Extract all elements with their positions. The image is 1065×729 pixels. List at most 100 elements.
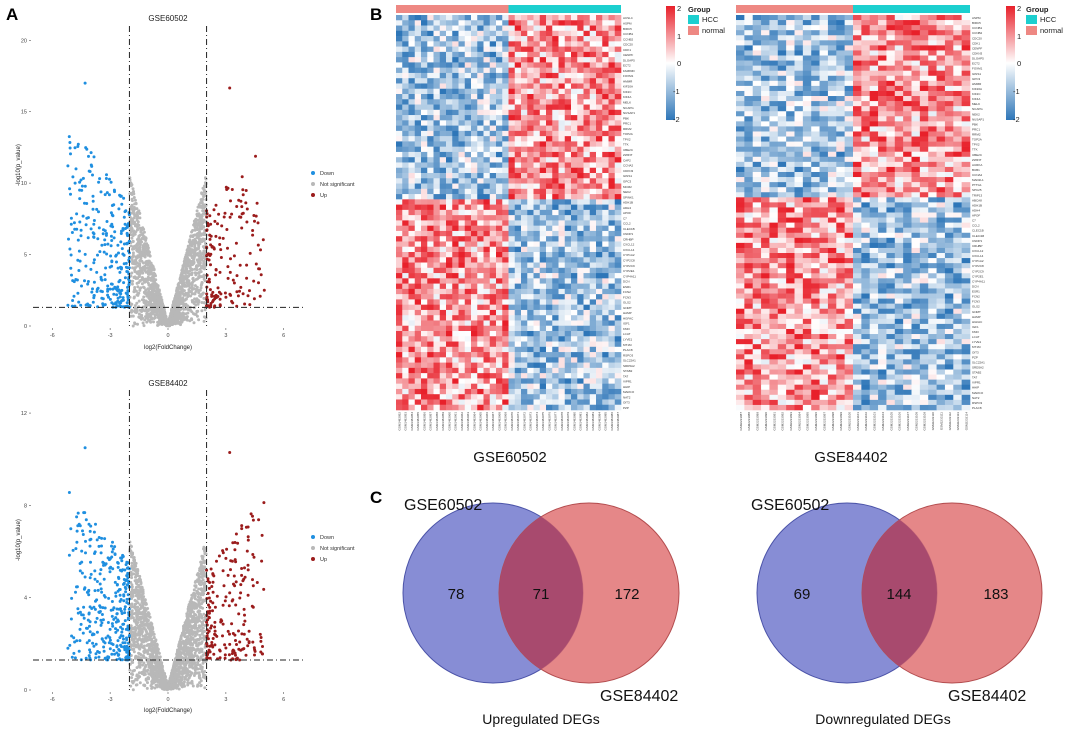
point-down xyxy=(92,644,96,648)
point-down xyxy=(83,184,87,188)
point-not-significant xyxy=(182,651,186,655)
point-not-significant xyxy=(156,302,160,306)
point-up xyxy=(243,613,246,617)
heatmap-cell xyxy=(421,30,428,37)
point-not-significant xyxy=(145,669,149,673)
point-not-significant xyxy=(146,635,150,639)
point-not-significant xyxy=(142,673,146,677)
point-down xyxy=(97,226,101,230)
point-not-significant xyxy=(141,267,145,270)
point-not-significant xyxy=(189,639,192,643)
point-down xyxy=(92,261,96,265)
point-down xyxy=(75,227,79,231)
point-not-significant xyxy=(192,279,195,283)
point-up xyxy=(228,451,232,454)
point-not-significant xyxy=(192,300,196,304)
point-down xyxy=(103,303,107,307)
heatmap-cell xyxy=(414,41,422,47)
point-down xyxy=(100,536,104,540)
point-not-significant xyxy=(136,638,140,642)
heatmap-cell xyxy=(477,36,484,42)
point-not-significant xyxy=(133,275,137,279)
point-not-significant xyxy=(184,312,188,316)
point-down xyxy=(83,575,87,579)
point-down xyxy=(119,598,123,601)
point-not-significant xyxy=(162,672,166,676)
point-not-significant xyxy=(193,594,197,598)
point-down xyxy=(110,282,114,286)
point-up xyxy=(221,236,225,240)
point-down xyxy=(102,594,106,597)
point-up xyxy=(240,632,244,636)
point-up xyxy=(227,604,231,608)
point-up xyxy=(240,226,244,230)
point-up xyxy=(257,267,261,271)
point-up xyxy=(243,575,247,579)
point-down xyxy=(107,193,111,197)
panel-label-b: B xyxy=(370,5,382,24)
point-down xyxy=(83,279,86,283)
heatmap-cell xyxy=(583,36,591,42)
point-up xyxy=(208,605,212,609)
point-not-significant xyxy=(202,612,206,616)
legend-down-marker xyxy=(311,535,315,539)
point-not-significant xyxy=(192,321,196,325)
point-not-significant xyxy=(196,288,200,292)
point-not-significant xyxy=(199,286,203,290)
heatmap-cell xyxy=(439,20,447,26)
point-not-significant xyxy=(143,269,147,272)
point-up xyxy=(211,637,215,640)
point-not-significant xyxy=(132,196,136,199)
point-not-significant xyxy=(153,316,157,319)
point-up xyxy=(256,221,260,225)
point-not-significant xyxy=(143,264,147,268)
point-not-significant xyxy=(158,322,161,326)
point-not-significant xyxy=(132,669,135,673)
point-down xyxy=(68,146,72,150)
point-up xyxy=(234,532,238,536)
point-not-significant xyxy=(177,661,181,665)
heatmap-cell xyxy=(439,30,447,37)
point-up xyxy=(210,585,214,588)
point-down xyxy=(104,177,108,180)
point-up xyxy=(221,603,225,607)
heatmap-cell xyxy=(464,36,472,42)
point-not-significant xyxy=(142,261,145,265)
point-down xyxy=(70,273,73,277)
point-up xyxy=(252,297,256,301)
point-up xyxy=(226,629,230,633)
point-not-significant xyxy=(194,267,198,271)
point-down xyxy=(108,627,112,631)
point-not-significant xyxy=(172,300,176,303)
point-not-significant xyxy=(203,549,206,553)
heatmap-cell xyxy=(452,15,459,21)
point-up xyxy=(252,279,256,283)
legend-ns-marker xyxy=(311,546,315,550)
point-down xyxy=(101,297,105,301)
heatmap-cell xyxy=(489,20,497,26)
x-tick-label: 0 xyxy=(166,333,169,339)
point-down xyxy=(120,630,124,634)
point-down xyxy=(120,202,124,206)
point-not-significant xyxy=(136,276,140,280)
heatmap-cell xyxy=(533,41,541,47)
point-not-significant xyxy=(200,309,204,313)
point-down xyxy=(108,287,112,291)
point-up xyxy=(218,236,222,240)
point-down xyxy=(125,566,129,570)
heatmap-cell xyxy=(596,36,603,42)
point-up xyxy=(218,297,222,301)
point-not-significant xyxy=(181,640,185,644)
point-not-significant xyxy=(130,561,134,565)
point-not-significant xyxy=(166,686,170,690)
point-down xyxy=(69,266,73,270)
heatmap-cell xyxy=(583,41,591,47)
point-not-significant xyxy=(192,251,196,255)
point-down xyxy=(124,590,128,594)
point-up xyxy=(255,581,259,584)
point-up xyxy=(213,219,217,223)
point-down xyxy=(66,303,70,307)
heatmap-cell xyxy=(464,20,472,26)
heatmap-cell xyxy=(577,36,584,42)
point-not-significant xyxy=(199,283,203,287)
